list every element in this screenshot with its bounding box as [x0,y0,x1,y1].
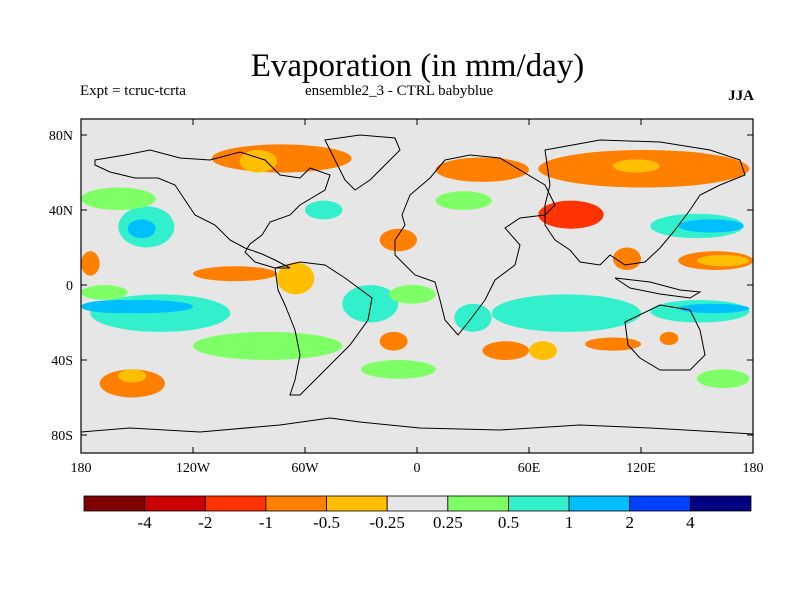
colorbar: -4 -2 -1 -0.5 -0.25 0.25 0.5 1 2 4 [83,495,752,532]
colorbar-label: 0.25 [433,513,463,532]
coastline-indonesia [614,277,702,299]
ensemble-label: ensemble2_3 - CTRL babyblue [305,83,494,99]
colorbar-swatch [326,495,388,512]
anomaly-region [697,255,750,267]
colorbar-label: -4 [138,513,153,532]
anomaly-region [305,200,343,220]
anomaly-region [118,369,147,383]
anomaly-region [613,159,660,173]
lon-tick-label: 180 [743,461,764,476]
anomaly-region [127,219,156,239]
anomaly-region [613,247,641,270]
colorbar-swatch [83,495,146,512]
colorbar-swatch [204,495,267,512]
anomaly-region [90,294,231,332]
colorbar-label: 4 [686,513,695,532]
coastline-europe-africa [394,154,556,336]
anomaly-region [491,294,641,332]
colorbar-swatch [629,495,691,512]
chart-title: Evaporation (in mm/day) [250,48,585,84]
colorbar-swatch [689,495,752,512]
lat-tick-label: 40S [51,354,73,369]
colorbar-swatch [386,495,449,512]
axis-ticks: 80N 40N 0 40S 80S 180 120W 60W 0 60E 120E 180 [49,119,764,476]
colorbar-swatch [568,495,631,512]
colorbar-label: 1 [565,513,574,532]
anomaly-field [81,119,754,453]
lon-tick-label: 60W [291,461,319,476]
coastlines [80,134,754,435]
anomaly-region [678,219,744,233]
colorbar-label: -2 [198,513,212,532]
anomaly-region [379,331,408,351]
colorbar-label: -1 [259,513,273,532]
anomaly-region [659,331,679,345]
anomaly-region [454,303,492,332]
lon-tick-label: 180 [71,461,92,476]
anomaly-region [193,331,343,360]
anomaly-region [342,285,399,323]
anomaly-region [482,341,529,360]
anomaly-region [239,150,277,173]
anomaly-region [435,157,529,182]
colorbar-label: 0.5 [498,513,519,532]
anomaly-region [361,360,436,379]
anomaly-region [678,303,750,314]
anomaly-region [389,285,436,304]
anomaly-region [193,266,277,282]
lon-tick-label: 60E [518,461,541,476]
anomaly-region [81,285,128,300]
lon-tick-label: 120E [626,461,656,476]
experiment-label: Expt = tcruc-tcrta [80,83,186,99]
anomaly-region [538,200,604,229]
anomaly-region [379,228,418,252]
coastline-south-america [274,261,373,396]
lat-tick-label: 0 [66,279,73,294]
anomaly-region [585,337,641,351]
colorbar-swatch [265,495,327,512]
coastline-north-america [94,149,331,269]
colorbar-swatch [144,495,206,512]
colorbar-swatch [447,495,509,512]
anomaly-region [81,187,156,210]
anomaly-region [99,369,165,398]
lon-tick-label: 120W [176,461,211,476]
lat-tick-label: 80N [49,129,73,144]
colorbar-swatch [508,495,570,512]
anomaly-region [697,369,750,389]
colorbar-label: -0.5 [313,513,340,532]
anomaly-region [211,144,352,173]
lat-tick-label: 80S [51,429,73,444]
anomaly-region [435,191,492,210]
colorbar-label: -0.25 [369,513,404,532]
coastline-australia [624,304,706,371]
season-label: JJA [728,88,754,104]
anomaly-region [81,300,156,314]
coastline-asia [544,139,746,266]
lat-tick-label: 40N [49,204,73,219]
colorbar-label: 2 [625,513,634,532]
coastline-antarctica [80,417,754,435]
anomaly-region [81,251,100,276]
anomaly-region [277,262,315,295]
coastline-greenland [324,134,401,191]
lon-tick-label: 0 [414,461,421,476]
anomaly-region [529,341,557,360]
